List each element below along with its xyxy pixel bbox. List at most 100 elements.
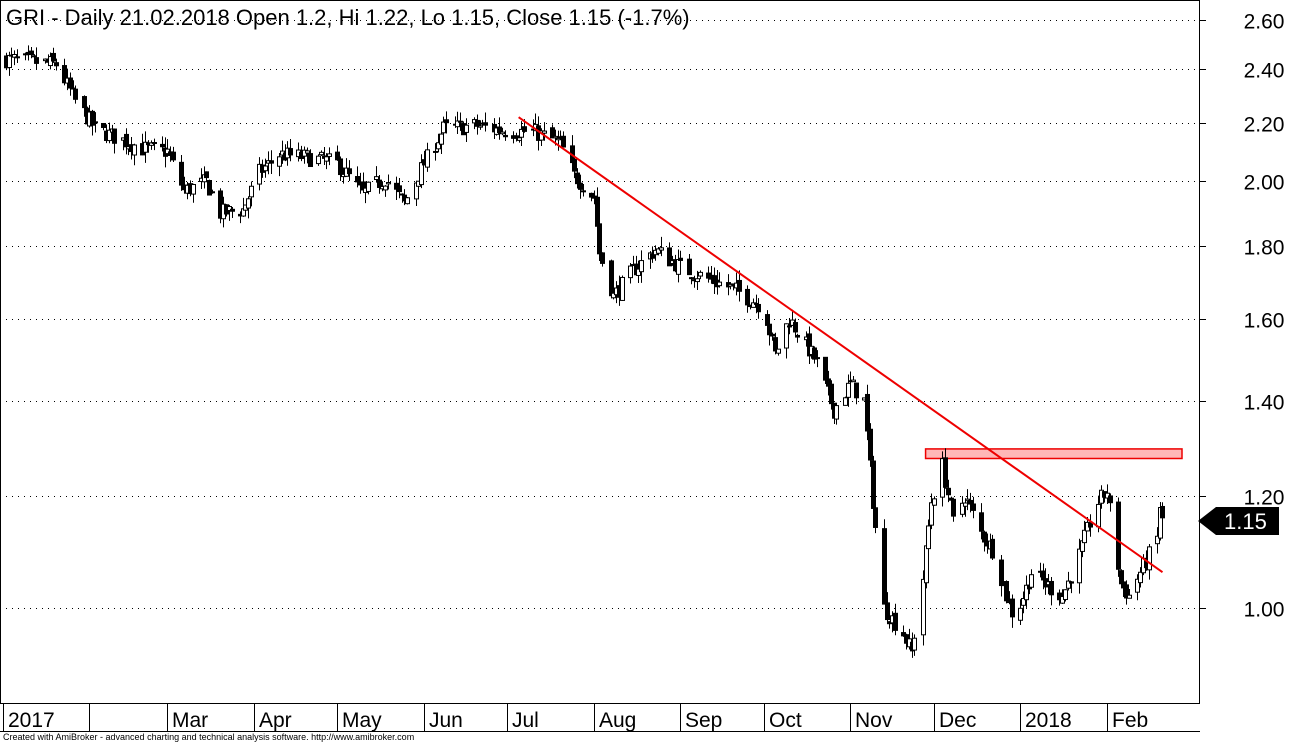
candle-body-down <box>767 323 772 336</box>
candle <box>767 322 772 346</box>
candle-body-down <box>581 190 586 193</box>
candle <box>51 47 56 63</box>
candle-body-down <box>951 498 956 517</box>
candle <box>667 242 672 267</box>
candle <box>698 270 703 280</box>
last-close-arrow <box>1198 507 1279 535</box>
candle <box>982 530 987 552</box>
candle-body-down <box>444 119 449 124</box>
candle-body-up <box>227 206 232 211</box>
candle <box>455 111 460 135</box>
candle <box>263 158 268 178</box>
candle <box>611 290 616 300</box>
candle-body-down <box>152 141 157 144</box>
candle-body-down <box>595 196 600 227</box>
candle-body-up <box>656 248 661 254</box>
candle-body-down <box>34 57 39 64</box>
candle-body-down <box>868 428 873 461</box>
candle <box>556 130 561 151</box>
candle <box>132 143 137 166</box>
candle-body-down <box>335 151 340 161</box>
candle-body-down <box>946 487 951 496</box>
candle-body-down <box>968 499 973 505</box>
candle <box>308 149 313 168</box>
candle <box>433 143 438 161</box>
candle-body-down <box>826 378 831 387</box>
candle-body-up <box>327 153 332 157</box>
last-close-marker: 1.15 <box>1198 507 1279 535</box>
candle <box>843 396 848 406</box>
candle-body-up <box>636 268 641 276</box>
candle <box>873 500 878 534</box>
candle <box>912 634 917 656</box>
candle-body-down <box>1160 505 1165 519</box>
candle-body-down <box>475 119 480 127</box>
candle <box>441 116 446 143</box>
candle <box>15 49 20 64</box>
candle-body-up <box>926 525 931 550</box>
candle <box>1077 538 1082 594</box>
candle-body-down <box>873 507 878 528</box>
candle <box>921 570 926 646</box>
candle <box>34 47 39 70</box>
candle-body-up <box>436 142 441 150</box>
candle-body-down <box>1004 581 1009 602</box>
candle <box>561 131 566 148</box>
candle-body-up <box>263 165 268 172</box>
candle-body-down <box>377 179 382 188</box>
candle-body-down <box>73 88 78 100</box>
candle-body-down <box>829 383 834 405</box>
candle <box>784 323 789 359</box>
candle-body-down <box>338 158 343 176</box>
candle <box>1063 589 1068 602</box>
candle-body-up <box>960 502 965 515</box>
candle <box>770 332 775 341</box>
candle-body-up <box>455 120 460 128</box>
candle-body-down <box>770 333 775 337</box>
candle <box>1108 493 1113 512</box>
candle <box>979 503 984 540</box>
candle <box>1127 588 1132 599</box>
candle <box>968 492 973 513</box>
x-tick-label: Aug <box>599 709 636 732</box>
candle <box>269 150 274 175</box>
candle <box>542 122 547 141</box>
candle-body-down <box>589 192 594 198</box>
candle <box>302 146 307 164</box>
candle <box>871 455 876 515</box>
candle-body-down <box>32 55 37 58</box>
candle <box>327 147 332 166</box>
trend-line <box>518 116 1164 573</box>
candle <box>93 112 98 133</box>
candle-body-up <box>932 498 937 506</box>
candle <box>1010 594 1015 628</box>
candle-body-down <box>572 158 577 172</box>
candle-body-up <box>519 128 524 138</box>
candle-body-up <box>386 182 391 185</box>
candle <box>322 147 327 165</box>
candle-body-down <box>68 77 73 89</box>
x-tick-label: 2018 <box>1025 709 1072 732</box>
candle-body-down <box>1124 584 1129 599</box>
x-tick-label: Jun <box>429 709 463 732</box>
y-tick-label: 2.20 <box>1244 114 1285 137</box>
candle <box>765 310 770 326</box>
candle-body-down <box>893 612 898 631</box>
candle <box>787 317 792 335</box>
candle <box>795 333 800 343</box>
candle <box>932 496 937 506</box>
candle-body-up <box>149 142 154 146</box>
candle-body-down <box>171 151 176 161</box>
candle <box>62 58 67 86</box>
candle <box>439 131 444 155</box>
candle-body-up <box>1024 584 1029 601</box>
candle-body-down <box>458 120 463 123</box>
x-axis: 2017 Mar Apr May Jun Jul Aug Sep Oct Nov Dec 2018 Fe… <box>3 704 1148 732</box>
candle <box>581 184 586 197</box>
candle <box>1069 581 1074 594</box>
candle <box>483 112 488 132</box>
candle-body-up <box>846 382 851 398</box>
candle <box>823 356 828 384</box>
candle-body-up <box>851 379 856 383</box>
